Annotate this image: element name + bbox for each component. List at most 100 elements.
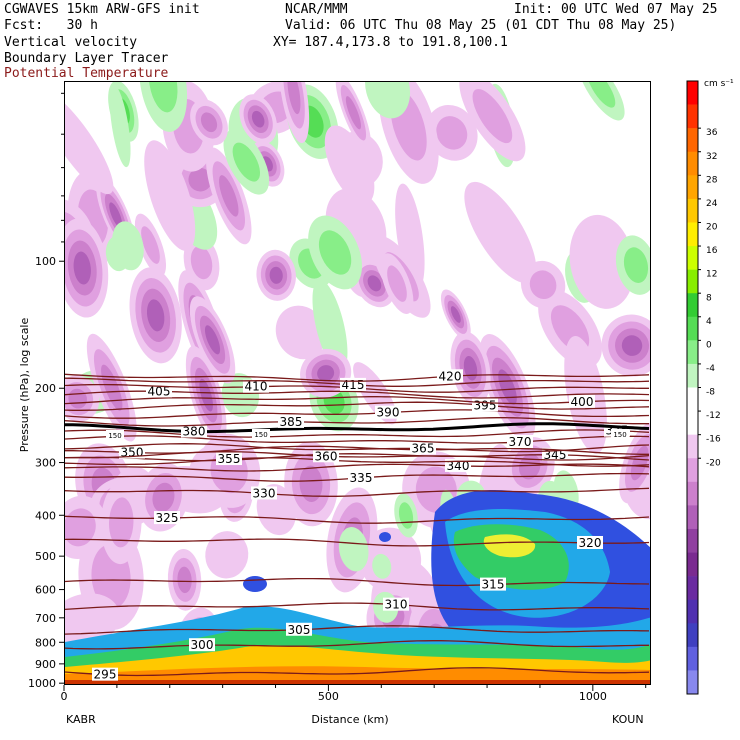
isentrope-label: 310 — [385, 598, 408, 612]
velocity-contour — [372, 553, 392, 579]
isentrope-label-bg — [251, 486, 277, 500]
isentrope-line — [65, 429, 650, 438]
x-tick-label: 500 — [318, 690, 339, 703]
velocity-cell — [278, 82, 310, 144]
y-tick-label: 100 — [35, 255, 56, 268]
colorbar-swatch — [687, 269, 698, 294]
velocity-cell — [65, 90, 114, 195]
velocity-contour — [312, 279, 348, 372]
velocity-cell — [129, 267, 182, 364]
isentrope-line — [65, 443, 650, 453]
velocity-contour — [436, 116, 468, 150]
isentrope-label-bg — [383, 597, 409, 611]
velocity-cell — [167, 549, 202, 611]
velocity-contour — [105, 235, 131, 272]
tracer-label: 150 — [613, 431, 626, 439]
y-tick-label: 600 — [35, 584, 56, 597]
colorbar-swatch — [687, 646, 698, 671]
velocity-cell — [275, 305, 326, 360]
velocity-contour — [345, 96, 361, 130]
velocity-contour — [569, 214, 635, 309]
isentrope-label: 380 — [183, 425, 206, 439]
velocity-contour — [144, 140, 196, 251]
colorbar-label: -20 — [706, 458, 721, 468]
colorbar-swatch — [687, 670, 698, 695]
velocity-cell — [324, 125, 375, 204]
isentrope-line — [65, 373, 650, 382]
velocity-cell — [372, 553, 392, 579]
isentrope-label: 295 — [94, 668, 117, 682]
velocity-contour — [338, 527, 369, 572]
isentrope-line — [65, 451, 650, 461]
velocity-cell — [100, 480, 142, 565]
colorbar-swatch — [687, 599, 698, 624]
isentrope-label: 355 — [218, 452, 241, 466]
isentrope-label: 315 — [482, 578, 505, 592]
tracer-layer — [65, 666, 650, 684]
y-tick-label: 700 — [35, 612, 56, 625]
colorbar-swatch — [687, 246, 698, 270]
velocity-contour — [190, 245, 213, 280]
isentrope-label-bg — [286, 622, 312, 636]
colorbar-swatch — [687, 316, 698, 341]
isentrope-label-bg — [348, 470, 374, 484]
colorbar-swatch — [687, 623, 698, 648]
colorbar-swatch — [687, 293, 698, 318]
velocity-contour — [587, 82, 616, 108]
velocity-contour — [205, 531, 249, 579]
velocity-cell — [105, 235, 131, 272]
colorbar-label: 8 — [706, 293, 712, 303]
velocity-contour — [324, 125, 375, 204]
velocity-cell — [205, 531, 249, 579]
isentrope-line — [65, 625, 650, 635]
tracer-layer — [483, 534, 536, 558]
colorbar-swatch — [687, 481, 698, 506]
colorbar-swatch — [687, 458, 698, 483]
isentrope-line — [65, 409, 650, 419]
colorbar-label: 20 — [706, 223, 718, 233]
isentrope-label: 370 — [509, 435, 532, 449]
velocity-contour — [464, 181, 537, 284]
velocity-cell — [569, 214, 635, 309]
field-potential-temperature: Potential Temperature — [4, 66, 169, 81]
velocity-cell — [65, 495, 107, 559]
velocity-cell — [338, 527, 369, 572]
velocity-contour — [621, 335, 643, 356]
velocity-cell — [365, 82, 411, 119]
velocity-contour — [275, 305, 326, 360]
x-axis-label: Distance (km) — [311, 713, 388, 726]
velocity-contour — [73, 251, 91, 285]
isentrope-label: 330 — [253, 486, 276, 500]
velocity-contour — [177, 566, 192, 594]
velocity-cell — [190, 99, 228, 146]
isentrope-line — [65, 667, 650, 677]
colorbar-label: 24 — [706, 199, 718, 209]
tracer-label-bg — [106, 430, 124, 439]
velocity-cell — [459, 82, 526, 162]
velocity-cell — [578, 82, 625, 121]
isentrope-label: 320 — [579, 536, 602, 550]
x-tick-label: 0 — [61, 690, 68, 703]
tracer-layer — [379, 532, 391, 542]
velocity-cell — [189, 296, 236, 384]
isentrope-label-bg — [278, 414, 304, 428]
colorbar-swatch — [687, 528, 698, 553]
isentrope-label-bg — [410, 441, 436, 455]
isentrope-label-bg — [92, 667, 118, 681]
velocity-cell — [380, 253, 414, 315]
velocity-cell — [223, 129, 270, 195]
isentrope-line — [65, 602, 650, 611]
isentrope-label-bg — [569, 394, 595, 408]
colorbar-swatch — [687, 340, 698, 365]
tracer-layer — [65, 680, 650, 684]
velocity-cell — [144, 140, 196, 251]
colorbar-swatch — [687, 387, 698, 412]
isentrope-label-bg — [181, 424, 207, 438]
velocity-contour — [200, 112, 218, 133]
valid-time: Valid: 06 UTC Thu 08 May 25 (01 CDT Thu … — [285, 18, 677, 33]
x-tick-label: 1000 — [579, 690, 607, 703]
velocity-contour — [318, 230, 352, 275]
y-tick-label: 200 — [35, 382, 56, 395]
colorbar-swatch — [687, 222, 698, 247]
isentrope-label-bg — [577, 535, 603, 549]
